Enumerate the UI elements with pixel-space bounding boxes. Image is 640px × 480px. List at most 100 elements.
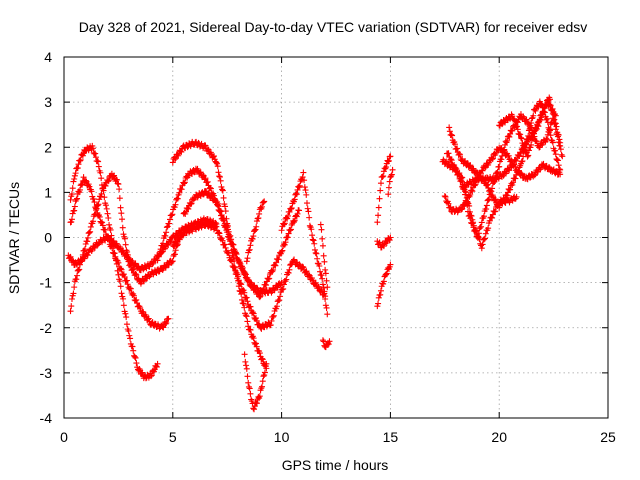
y-tick-label: 3 (44, 94, 52, 110)
data-point (260, 199, 267, 206)
data-point (222, 244, 229, 251)
data-point (389, 166, 396, 173)
data-point (216, 173, 223, 180)
data-point (282, 239, 289, 246)
data-point (386, 178, 393, 185)
data-point (383, 164, 390, 171)
data-point (300, 169, 307, 176)
data-point (80, 174, 87, 181)
data-point (489, 155, 496, 162)
data-point (317, 268, 324, 275)
data-point (111, 250, 118, 257)
data-point (526, 125, 533, 132)
data-point (134, 300, 141, 307)
data-point (496, 163, 503, 170)
data-point (323, 304, 330, 311)
data-point (115, 181, 122, 188)
data-point (246, 246, 253, 253)
data-track (169, 219, 329, 332)
data-point (506, 133, 513, 140)
data-point (93, 207, 100, 214)
data-point (293, 191, 300, 198)
data-point (252, 226, 259, 233)
data-point (446, 124, 453, 131)
data-point (517, 150, 524, 157)
data-points (65, 94, 566, 413)
data-point (71, 203, 78, 210)
data-point (221, 216, 228, 223)
data-point (227, 232, 234, 239)
data-point (122, 310, 129, 317)
data-point (322, 295, 329, 302)
data-point (116, 278, 123, 285)
data-point (224, 226, 231, 233)
data-point (102, 182, 109, 189)
data-point (90, 195, 97, 202)
chart-title: Day 328 of 2021, Sidereal Day-to-day VTE… (79, 19, 588, 35)
data-point (235, 273, 242, 280)
data-point (448, 131, 455, 138)
data-point (202, 188, 209, 195)
data-point (255, 215, 262, 222)
data-point (549, 107, 556, 114)
data-point (172, 201, 179, 208)
data-point (459, 183, 466, 190)
data-point (130, 347, 137, 354)
data-point (68, 218, 75, 225)
data-point (242, 358, 249, 365)
data-point (256, 294, 263, 301)
data-point (73, 276, 80, 283)
data-point (270, 312, 277, 319)
data-point (178, 148, 185, 155)
data-point (130, 266, 137, 273)
data-point (90, 218, 97, 225)
data-point (120, 247, 127, 254)
data-point (387, 261, 394, 268)
data-point (148, 373, 155, 380)
data-point (101, 194, 108, 201)
data-point (524, 153, 531, 160)
data-point (255, 289, 262, 296)
data-point (538, 111, 545, 118)
data-point (296, 261, 303, 268)
data-point (375, 294, 382, 301)
data-point (456, 150, 463, 157)
data-point (246, 385, 253, 392)
data-point (302, 187, 309, 194)
data-point (300, 264, 307, 271)
data-point (105, 177, 112, 184)
data-point (244, 298, 251, 305)
data-point (117, 204, 124, 211)
data-point (71, 284, 78, 291)
data-point (379, 173, 386, 180)
data-point (310, 237, 317, 244)
data-point (253, 400, 260, 407)
data-point (318, 272, 325, 279)
data-point (478, 219, 485, 226)
data-point (281, 220, 288, 227)
data-point (75, 161, 82, 168)
data-point (253, 223, 260, 230)
data-point (135, 263, 142, 270)
data-point (325, 341, 332, 348)
data-point (270, 313, 277, 320)
data-point (70, 290, 77, 297)
data-point (277, 293, 284, 300)
data-point (303, 200, 310, 207)
data-point (132, 354, 139, 361)
y-tick-label: -1 (40, 275, 53, 291)
data-point (319, 281, 326, 288)
data-track (278, 169, 331, 318)
data-point (118, 210, 125, 217)
data-point (294, 210, 301, 217)
data-point (507, 186, 514, 193)
data-point (181, 180, 188, 187)
data-point (547, 132, 554, 139)
data-point (252, 285, 259, 292)
data-point (219, 186, 226, 193)
data-point (163, 229, 170, 236)
data-point (492, 208, 499, 215)
data-point (217, 177, 224, 184)
data-track (241, 351, 270, 413)
